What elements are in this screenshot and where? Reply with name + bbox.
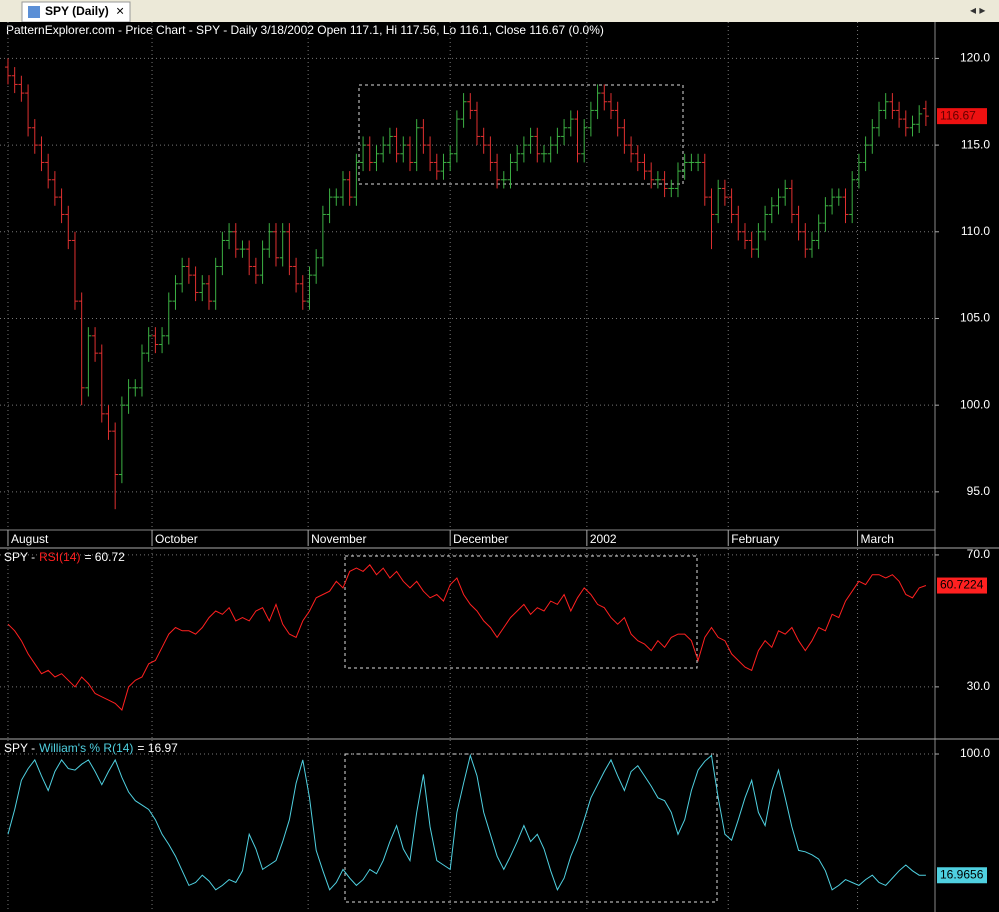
- legend-value: = 60.72: [84, 550, 125, 564]
- legend-value: = 16.97: [137, 741, 178, 755]
- tab-title[interactable]: SPY (Daily): [45, 4, 109, 18]
- last-value-box: [937, 577, 987, 594]
- chart-title: PatternExplorer.com - Price Chart - SPY …: [6, 23, 604, 37]
- last-value-box: [937, 867, 987, 884]
- x-tick-label: February: [731, 532, 779, 546]
- y-tick-label: 105.0: [960, 311, 990, 325]
- y-tick-label: 110.0: [961, 224, 990, 238]
- y-tick-label: 30.0: [967, 679, 991, 693]
- y-tick-label: 120.0: [960, 51, 990, 65]
- last-value-label: 116.67: [940, 108, 976, 122]
- x-tick-label: 2002: [590, 532, 617, 546]
- last-value-label: 60.7224: [940, 578, 984, 592]
- last-value-box: [937, 108, 987, 125]
- y-tick-label: 100.0: [960, 746, 990, 760]
- line-series: [7, 753, 926, 891]
- y-tick-label: 70.0: [967, 547, 991, 561]
- pattern-box: [358, 84, 684, 185]
- pattern-box: [344, 555, 698, 669]
- legend-name: William's % R(14): [39, 741, 133, 755]
- legend: SPY - William's % R(14) = 16.97: [4, 741, 178, 755]
- y-tick-label: 115.0: [961, 137, 990, 151]
- line-series: [7, 564, 927, 711]
- tab-icon: [28, 6, 40, 18]
- x-tick-label: August: [11, 532, 49, 546]
- y-tick-label: 95.0: [967, 484, 991, 498]
- tab-nav[interactable]: ◂ ▸: [970, 3, 985, 17]
- last-value-label: 16.9656: [940, 867, 984, 881]
- legend-name: RSI(14): [39, 550, 80, 564]
- x-tick-label: November: [311, 532, 366, 546]
- x-tick-label: December: [453, 532, 508, 546]
- chart-area: [0, 22, 999, 912]
- tab-close[interactable]: ×: [116, 3, 124, 19]
- legend-prefix: SPY -: [4, 550, 35, 564]
- pattern-box: [344, 753, 718, 903]
- x-tick-label: October: [155, 532, 198, 546]
- legend-prefix: SPY -: [4, 741, 35, 755]
- y-tick-label: 100.0: [960, 397, 990, 411]
- legend: SPY - RSI(14) = 60.72: [4, 550, 125, 564]
- x-tick-label: March: [861, 532, 894, 546]
- tab-bar: [0, 0, 999, 22]
